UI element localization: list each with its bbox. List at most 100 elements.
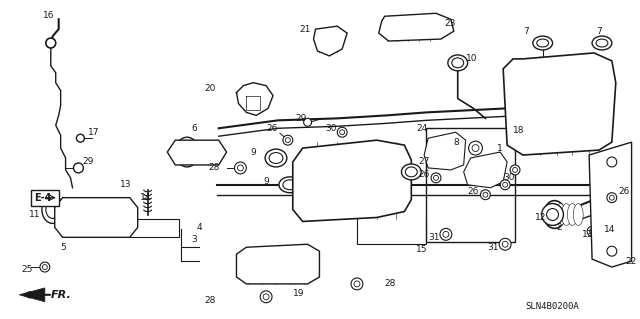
Text: 13: 13	[582, 230, 594, 239]
Text: 14: 14	[604, 225, 615, 234]
Ellipse shape	[543, 201, 565, 228]
Circle shape	[443, 231, 449, 237]
Ellipse shape	[561, 204, 572, 226]
Polygon shape	[19, 288, 45, 302]
Polygon shape	[55, 198, 138, 237]
Text: 5: 5	[61, 243, 67, 252]
Text: 19: 19	[292, 289, 304, 298]
Circle shape	[237, 165, 243, 171]
Circle shape	[76, 134, 84, 142]
Circle shape	[433, 175, 438, 180]
Circle shape	[468, 141, 483, 155]
Ellipse shape	[596, 39, 608, 47]
Polygon shape	[292, 140, 412, 221]
Circle shape	[481, 190, 490, 200]
Circle shape	[547, 209, 559, 220]
Circle shape	[607, 246, 617, 256]
Circle shape	[604, 222, 614, 232]
Ellipse shape	[448, 55, 468, 71]
Text: 30: 30	[503, 173, 515, 182]
Text: 14: 14	[140, 193, 151, 202]
Text: E-4: E-4	[34, 193, 51, 203]
Circle shape	[303, 118, 312, 126]
Text: 11: 11	[29, 210, 40, 219]
Text: 8: 8	[454, 138, 460, 147]
Ellipse shape	[573, 204, 583, 226]
Polygon shape	[167, 140, 227, 165]
Circle shape	[285, 138, 291, 143]
Circle shape	[500, 180, 510, 190]
Circle shape	[609, 195, 614, 200]
Circle shape	[606, 225, 611, 230]
Text: SLN4B0200A: SLN4B0200A	[525, 302, 579, 311]
Circle shape	[46, 38, 56, 48]
Ellipse shape	[42, 196, 63, 223]
Circle shape	[483, 192, 488, 197]
Circle shape	[354, 281, 360, 287]
Ellipse shape	[405, 167, 417, 177]
Text: 29: 29	[83, 158, 94, 167]
Text: 26: 26	[266, 124, 278, 133]
Text: 26: 26	[619, 187, 630, 196]
Circle shape	[589, 229, 595, 234]
Text: 28: 28	[385, 279, 396, 288]
Circle shape	[283, 135, 292, 145]
Text: 9: 9	[263, 177, 269, 186]
Circle shape	[513, 167, 518, 172]
Circle shape	[499, 238, 511, 250]
Bar	[426, 128, 515, 242]
Text: 2: 2	[557, 223, 562, 232]
Circle shape	[431, 173, 441, 183]
Text: 31: 31	[488, 243, 499, 252]
Ellipse shape	[452, 58, 463, 68]
Circle shape	[340, 130, 344, 135]
Ellipse shape	[46, 201, 60, 219]
Text: 27: 27	[418, 158, 429, 167]
Text: 23: 23	[444, 19, 455, 28]
Text: 3: 3	[191, 235, 196, 244]
Ellipse shape	[283, 180, 297, 190]
Polygon shape	[236, 244, 319, 284]
Circle shape	[351, 278, 363, 290]
Polygon shape	[424, 132, 466, 170]
Text: 15: 15	[416, 245, 428, 254]
Ellipse shape	[179, 142, 195, 162]
Polygon shape	[463, 152, 507, 188]
Circle shape	[607, 157, 617, 167]
Circle shape	[502, 241, 508, 247]
Circle shape	[42, 264, 47, 270]
Circle shape	[607, 193, 617, 203]
Circle shape	[337, 127, 347, 137]
Ellipse shape	[279, 177, 301, 193]
Polygon shape	[503, 53, 616, 155]
Text: 18: 18	[513, 126, 525, 135]
Text: 31: 31	[428, 233, 440, 242]
Ellipse shape	[265, 149, 287, 167]
Circle shape	[541, 204, 563, 226]
Circle shape	[587, 226, 597, 236]
Text: 28: 28	[209, 163, 220, 173]
Text: 6: 6	[191, 124, 196, 133]
Text: 12: 12	[535, 213, 546, 222]
Polygon shape	[379, 13, 454, 41]
Text: 20: 20	[204, 84, 215, 93]
Circle shape	[234, 162, 246, 174]
Text: 17: 17	[88, 128, 100, 137]
Ellipse shape	[533, 36, 552, 50]
Ellipse shape	[537, 39, 548, 47]
Bar	[31, 190, 59, 205]
Circle shape	[440, 228, 452, 240]
Text: 16: 16	[43, 11, 54, 20]
Ellipse shape	[548, 205, 561, 223]
Circle shape	[263, 294, 269, 300]
Ellipse shape	[550, 204, 559, 226]
Text: 10: 10	[466, 54, 477, 63]
Text: 24: 24	[416, 124, 428, 133]
Ellipse shape	[592, 36, 612, 50]
Text: 4: 4	[197, 223, 203, 232]
Text: 7: 7	[523, 26, 529, 36]
Circle shape	[74, 163, 83, 173]
Text: 9: 9	[250, 148, 256, 157]
Text: 13: 13	[120, 180, 131, 189]
Ellipse shape	[401, 164, 421, 180]
